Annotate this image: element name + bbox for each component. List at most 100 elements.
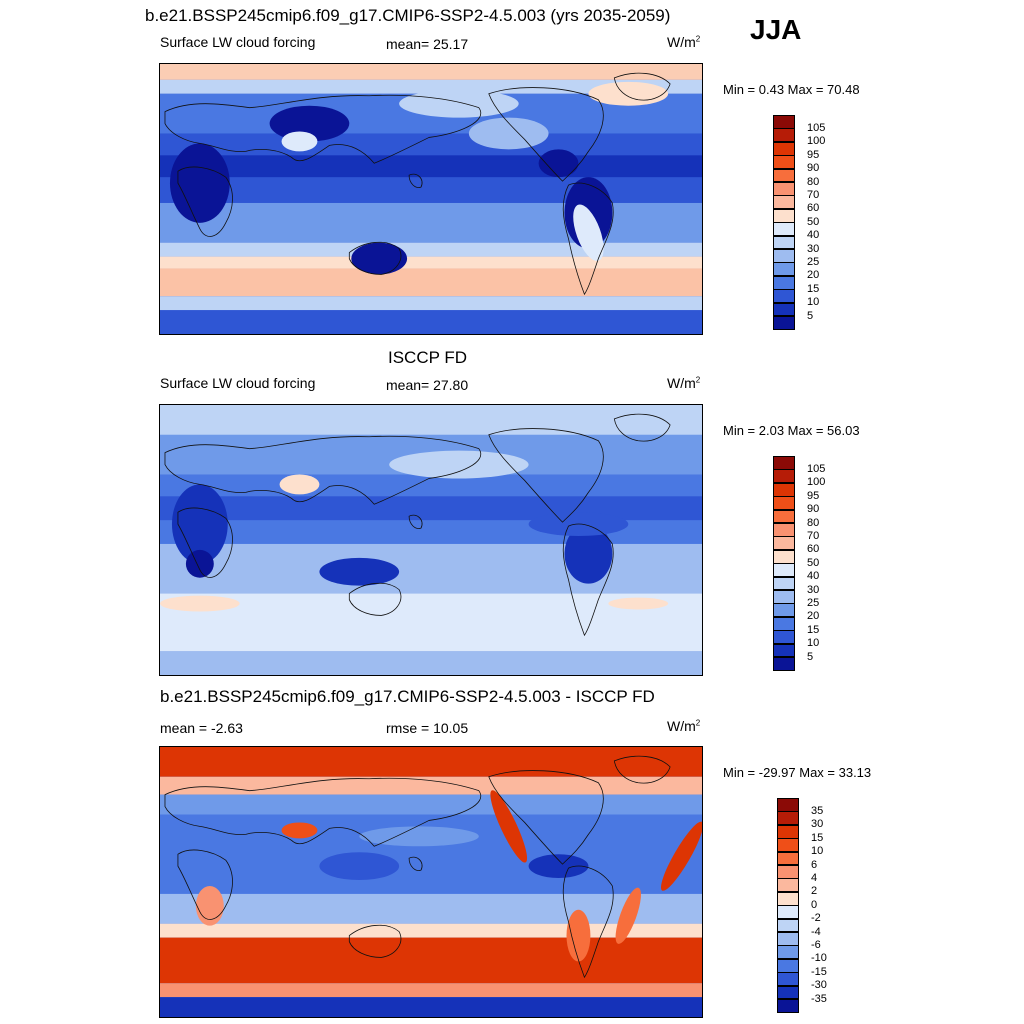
colorbar-label: -15	[811, 965, 827, 978]
colorbar-swatch	[777, 905, 799, 920]
panel-2-mean-label: mean= 27.80	[386, 377, 469, 393]
colorbar-swatch	[773, 141, 795, 156]
panel-1-variable-label: Surface LW cloud forcing	[160, 34, 316, 50]
colorbar-label: 90	[807, 503, 820, 516]
colorbar-label: 4	[811, 871, 818, 884]
colorbar-label: -30	[811, 979, 827, 992]
colorbar-label: -2	[811, 912, 821, 925]
panel-2-variable-label: Surface LW cloud forcing	[160, 375, 316, 391]
map-field	[160, 747, 702, 1017]
colorbar-label: 5	[807, 309, 814, 322]
colorbar-label: 10	[807, 296, 820, 309]
colorbar-label: 10	[807, 637, 820, 650]
colorbar-swatch	[773, 509, 795, 524]
colorbar-label: -35	[811, 992, 827, 1005]
map-field	[160, 64, 702, 334]
colorbar-swatch	[773, 590, 795, 604]
colorbar-swatch	[773, 195, 795, 210]
colorbar-label: 2	[811, 885, 818, 898]
colorbar-label: 20	[807, 610, 820, 623]
colorbar-swatch	[773, 275, 795, 290]
colorbar-swatch	[773, 536, 795, 551]
panel-3-title: b.e21.BSSP245cmip6.f09_g17.CMIP6-SSP2-4.…	[160, 687, 655, 706]
colorbar-label: 105	[807, 121, 826, 134]
colorbar-label: 5	[807, 650, 814, 663]
colorbar-label: 35	[811, 804, 824, 817]
colorbar-label: 30	[807, 242, 820, 255]
colorbar-swatch	[773, 603, 795, 618]
colorbar-label: 95	[807, 489, 820, 502]
map-field	[160, 405, 702, 675]
colorbar-label: 15	[811, 831, 824, 844]
colorbar-swatch	[773, 128, 795, 143]
colorbar-swatch	[773, 496, 795, 511]
colorbar-swatch	[773, 235, 795, 250]
colorbar-swatch	[777, 851, 799, 866]
colorbar-label: 30	[811, 818, 824, 831]
colorbar-swatch	[777, 945, 799, 960]
colorbar-swatch	[773, 643, 795, 658]
season-label: JJA	[750, 14, 802, 45]
colorbar-label: 25	[807, 596, 820, 609]
colorbar-label: 15	[807, 282, 820, 295]
colorbar-label: 60	[807, 202, 820, 215]
colorbar-swatch	[773, 316, 795, 330]
colorbar-swatch	[773, 630, 795, 645]
colorbar-swatch	[777, 838, 799, 853]
colorbar-label: 100	[807, 476, 826, 489]
panel-3-mean-label: mean = -2.63	[160, 720, 243, 736]
colorbar-swatch	[773, 262, 795, 277]
panel-3-map	[159, 746, 703, 1018]
panel-3-rmse-label: rmse = 10.05	[386, 720, 469, 736]
panel-3-minmax: Min = -29.97 Max = 33.13	[723, 765, 872, 780]
colorbar-swatch	[777, 918, 799, 933]
colorbar-label: 90	[807, 162, 820, 175]
panel-1-minmax: Min = 0.43 Max = 70.48	[723, 82, 860, 97]
colorbar-label: 50	[807, 556, 820, 569]
colorbar-swatch	[777, 891, 799, 906]
colorbar-label: 40	[807, 570, 820, 583]
colorbar-swatch	[777, 798, 799, 812]
colorbar-label: 25	[807, 255, 820, 268]
colorbar-label: -4	[811, 925, 821, 938]
colorbar-swatch	[773, 657, 795, 671]
panel-2-title: ISCCP FD	[388, 348, 468, 367]
colorbar-swatch	[773, 155, 795, 170]
colorbar-swatch	[773, 249, 795, 263]
colorbar-label: 80	[807, 516, 820, 529]
panel-1-map	[159, 63, 703, 335]
colorbar-label: 100	[807, 135, 826, 148]
colorbar-swatch	[773, 549, 795, 564]
colorbar-swatch	[777, 932, 799, 946]
colorbar-swatch	[777, 972, 799, 987]
colorbar-label: -10	[811, 952, 827, 965]
colorbar-swatch	[777, 878, 799, 893]
colorbar-label: 70	[807, 529, 820, 542]
panel-2-units: W/m2	[667, 375, 701, 391]
colorbar-label: 10	[811, 845, 824, 858]
colorbar-swatch	[773, 168, 795, 183]
colorbar-label: 30	[807, 583, 820, 596]
colorbar-swatch	[777, 958, 799, 973]
colorbar-label: 105	[807, 462, 826, 475]
colorbar-label: 60	[807, 543, 820, 556]
colorbar-label: 20	[807, 269, 820, 282]
colorbar-swatch	[773, 482, 795, 497]
colorbar-swatch	[773, 115, 795, 129]
panel-1-mean-label: mean= 25.17	[386, 36, 469, 52]
colorbar-swatch	[777, 999, 799, 1013]
colorbar-swatch	[777, 824, 799, 839]
colorbar-label: 15	[807, 623, 820, 636]
colorbar-label: -6	[811, 938, 821, 951]
colorbar-swatch	[773, 563, 795, 578]
colorbar-label: 40	[807, 229, 820, 242]
colorbar-swatch	[773, 576, 795, 591]
colorbar-label: 6	[811, 858, 818, 871]
colorbar-swatch	[773, 182, 795, 196]
colorbar-swatch	[773, 616, 795, 631]
colorbar-swatch	[773, 523, 795, 537]
colorbar-swatch	[773, 456, 795, 470]
colorbar-swatch	[777, 811, 799, 826]
colorbar-swatch	[773, 222, 795, 237]
colorbar-swatch	[773, 208, 795, 223]
